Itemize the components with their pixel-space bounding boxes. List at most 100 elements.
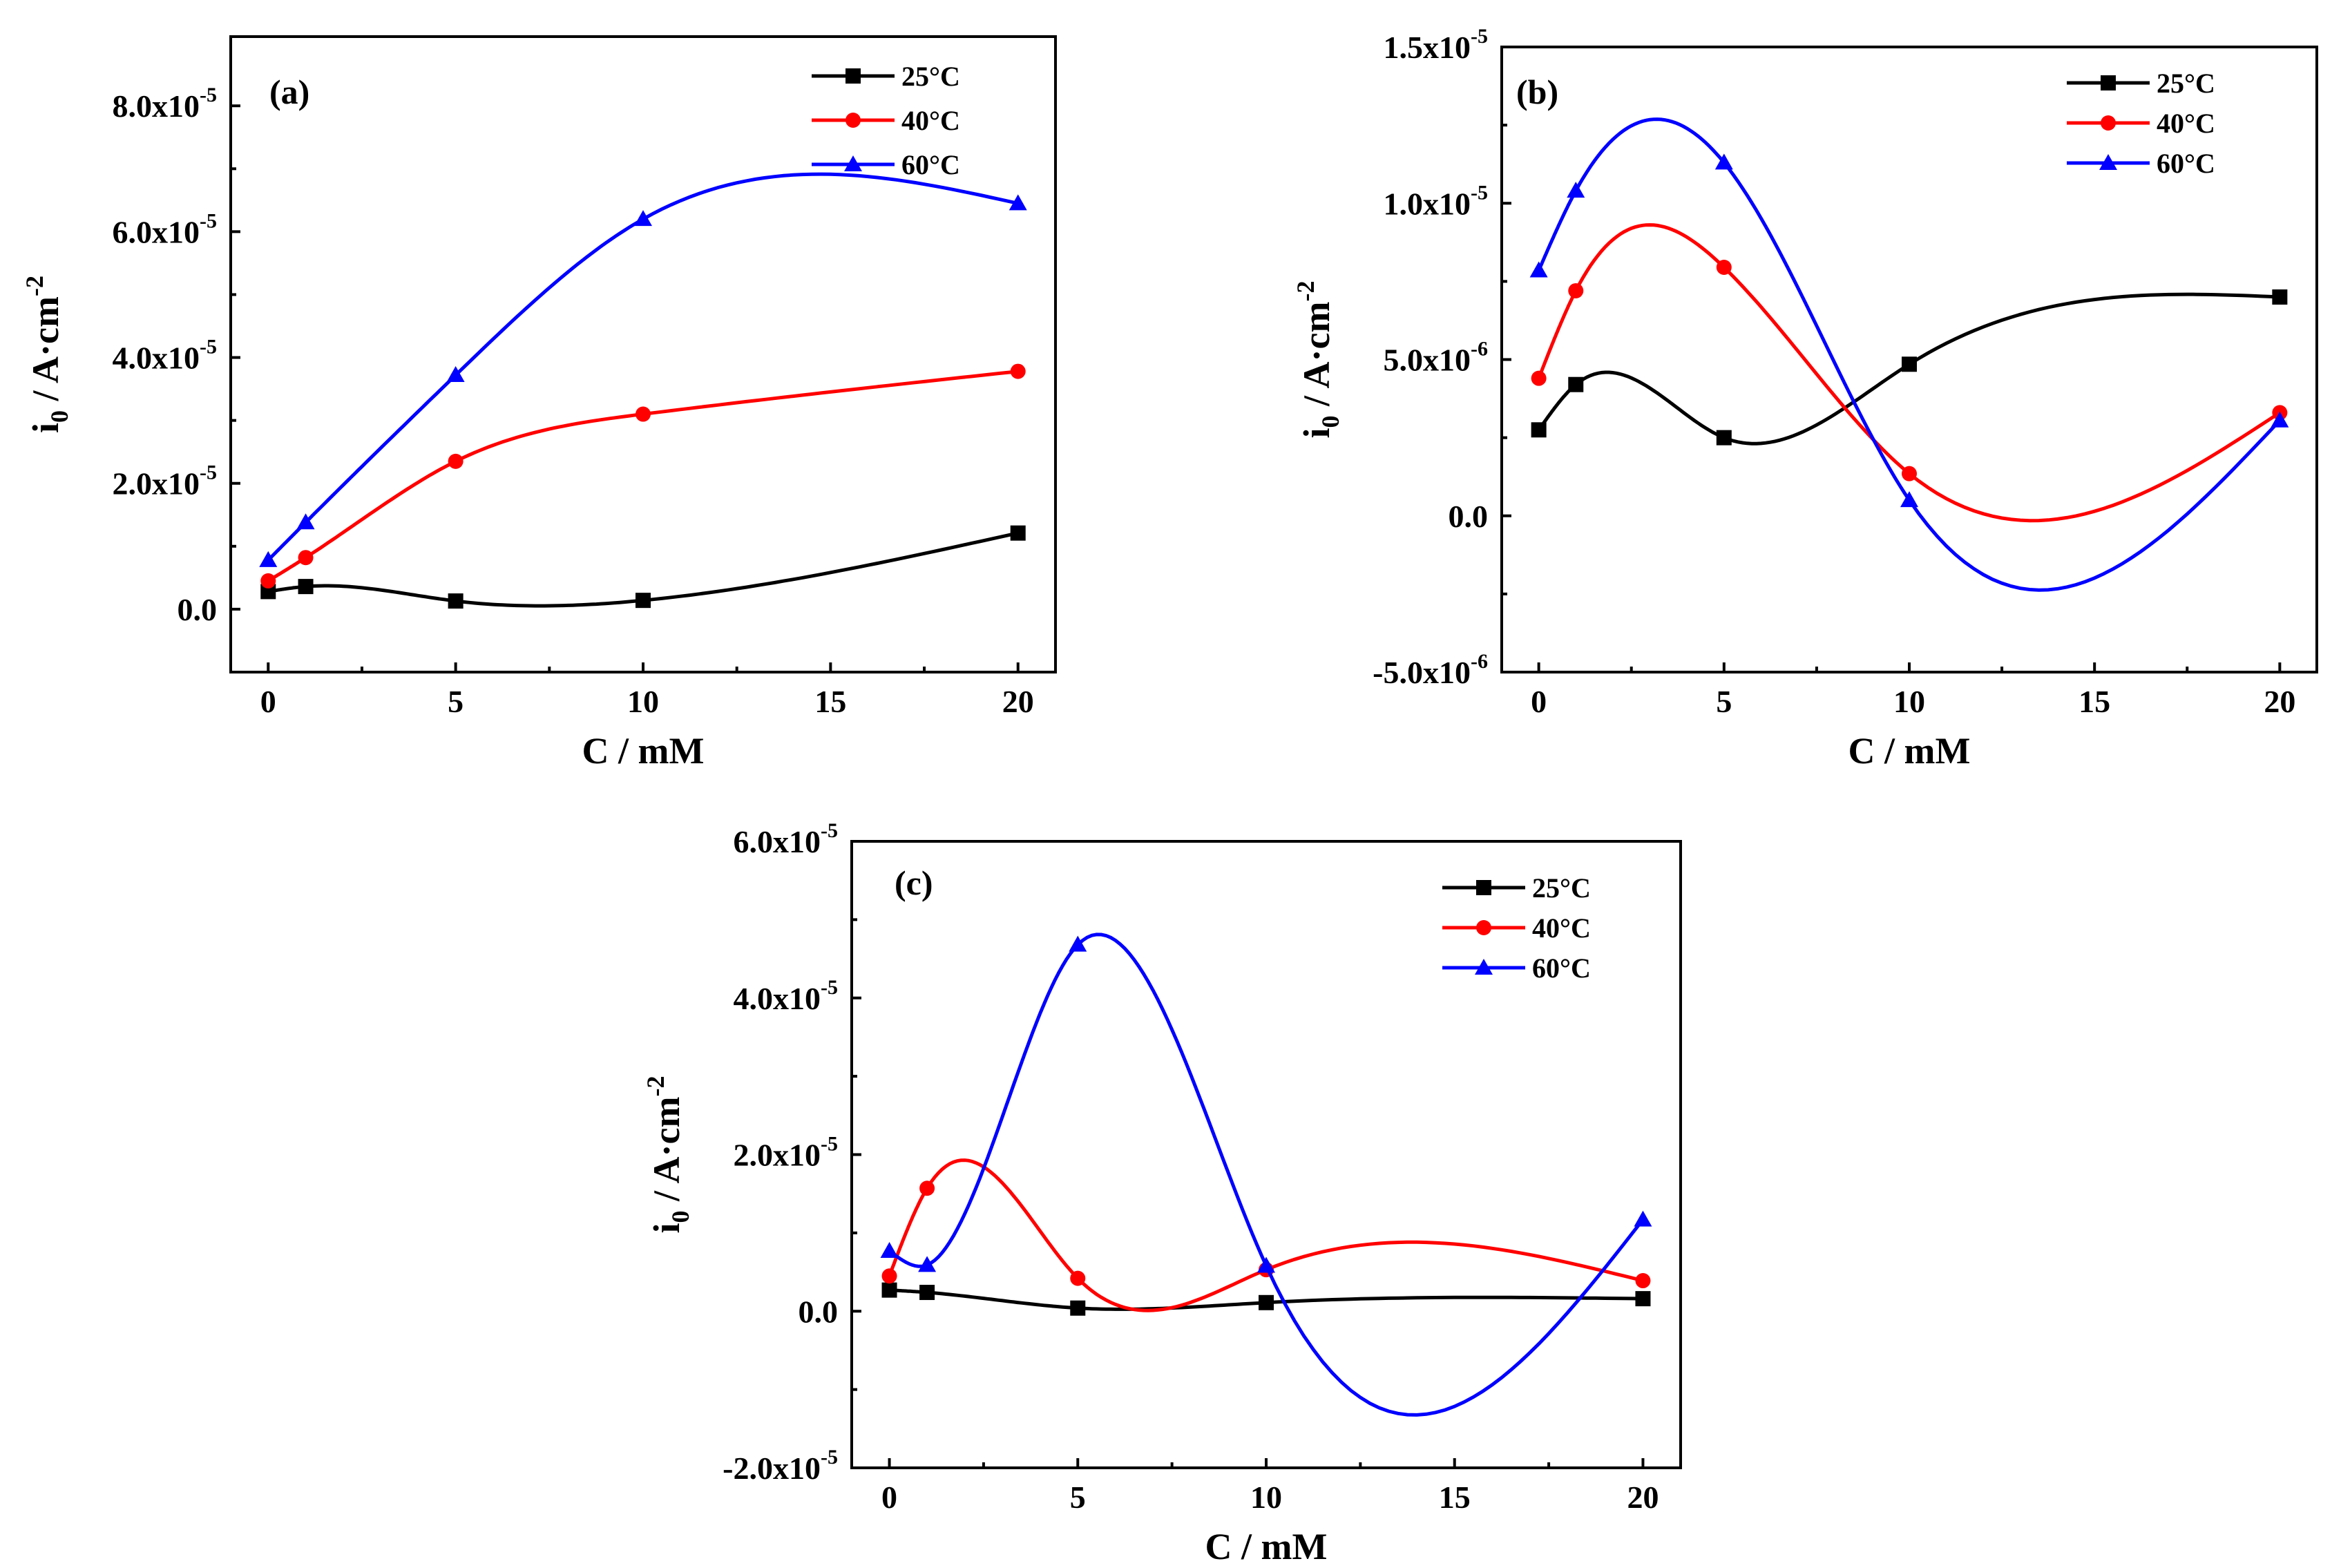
data-point [1567, 182, 1585, 198]
data-point [1531, 422, 1547, 438]
y-tick-label: -2.0x10-5 [723, 1446, 838, 1486]
legend-label: 40°C [901, 105, 960, 136]
x-tick-label: 20 [2264, 684, 2295, 719]
y-tick-label: 2.0x10-5 [113, 461, 218, 501]
legend-label: 60°C [2157, 148, 2215, 179]
data-point [446, 366, 465, 383]
series-60C [1529, 117, 2289, 592]
legend-marker [2099, 154, 2117, 170]
series-25C [881, 1282, 1651, 1316]
data-point [298, 550, 314, 566]
data-point [1716, 260, 1732, 276]
series-line [888, 1158, 1644, 1312]
legend-label: 40°C [2157, 108, 2215, 139]
data-point [448, 593, 464, 609]
data-point [1259, 1294, 1274, 1310]
x-tick-label: 5 [448, 684, 464, 719]
y-tick-label: 8.0x10-5 [113, 84, 218, 124]
y-tick-label: 0.0 [178, 592, 218, 627]
y-tick-label: 6.0x10-5 [113, 209, 218, 249]
panel-label: (c) [895, 863, 933, 902]
x-axis-title: C / mM [1205, 1526, 1328, 1567]
data-point [1900, 491, 1918, 508]
data-point [2271, 411, 2289, 428]
y-tick-label: 6.0x10-5 [734, 819, 839, 859]
data-point [636, 406, 651, 422]
data-point [1257, 1256, 1275, 1273]
data-point [1069, 935, 1087, 952]
x-tick-label: 20 [1627, 1480, 1659, 1515]
series-40C [881, 1158, 1651, 1312]
y-axis-title: i0 / A·cm-2 [642, 1076, 694, 1234]
data-point [260, 584, 276, 600]
legend-marker [845, 113, 861, 128]
chart-panel-c: 0 5 10 15 20 -2.0x10-5 0.0 2.0x10-5 4.0x10-5 6.0x… [642, 819, 1682, 1567]
series-25C [260, 525, 1026, 609]
data-point [1635, 1291, 1651, 1307]
y-tick-label: 0.0 [799, 1294, 839, 1329]
x-axis-title: C / mM [1848, 730, 1971, 772]
x-tick-label: 5 [1070, 1480, 1086, 1515]
data-point [448, 453, 464, 469]
legend-label: 60°C [901, 149, 960, 180]
legend-label: 25°C [1532, 872, 1591, 903]
legend-label: 60°C [1532, 953, 1591, 984]
legend-marker [844, 155, 862, 171]
y-tick-label: 1.0x10-5 [1384, 181, 1489, 221]
data-point [1009, 194, 1027, 211]
data-point [918, 1256, 937, 1272]
data-point [260, 573, 276, 589]
data-point [881, 1282, 897, 1298]
legend-label: 40°C [1532, 912, 1591, 944]
x-tick-label: 20 [1002, 684, 1034, 719]
x-tick-label: 0 [881, 1480, 897, 1515]
legend-marker [1476, 880, 1491, 895]
data-point [880, 1241, 899, 1258]
data-point [259, 551, 278, 567]
data-point [1634, 1210, 1652, 1227]
y-tick-label: 4.0x10-5 [734, 976, 839, 1016]
data-point [1714, 153, 1733, 170]
legend-marker [2101, 115, 2116, 131]
data-point [1529, 261, 1548, 278]
legend-label: 25°C [901, 61, 960, 92]
x-tick-label: 15 [814, 684, 846, 719]
data-point [636, 593, 651, 609]
series-line [267, 370, 1018, 583]
x-axis-title: C / mM [582, 730, 705, 772]
x-tick-label: 15 [1439, 1480, 1471, 1515]
y-tick-label: 0.0 [1449, 499, 1489, 534]
data-point [296, 513, 315, 530]
data-point [1716, 430, 1732, 446]
chart-panel-b: 0 5 10 15 20 -5.0x10-6 0.0 5.0x10-6 1.0x10-5 1.5x… [1292, 25, 2318, 772]
legend-marker [1475, 959, 1493, 975]
data-point [1902, 356, 1917, 372]
y-axis-title: i0 / A·cm-2 [21, 276, 73, 433]
y-tick-label: 5.0x10-6 [1384, 338, 1489, 378]
data-point [1635, 1273, 1651, 1289]
series-60C [259, 172, 1027, 567]
panel-label: (a) [269, 73, 309, 111]
data-point [919, 1180, 935, 1196]
y-tick-label: 4.0x10-5 [113, 336, 218, 376]
data-point [1010, 525, 1026, 541]
x-tick-label: 5 [1716, 684, 1732, 719]
series-60C [880, 933, 1652, 1417]
data-point [1070, 1300, 1086, 1316]
legend-marker [1476, 920, 1491, 935]
legend-label: 25°C [2157, 68, 2215, 99]
data-point [298, 579, 314, 595]
series-line [267, 172, 1019, 562]
y-axis-title: i0 / A·cm-2 [1292, 281, 1344, 439]
data-point [1568, 283, 1584, 298]
series-line [1537, 117, 2282, 592]
x-tick-label: 0 [260, 684, 276, 719]
data-point [1531, 370, 1547, 386]
series-40C [260, 363, 1026, 589]
series-40C [1531, 223, 2288, 523]
y-tick-label: -5.0x10-6 [1373, 650, 1488, 690]
chart-panel-a: 0 5 10 15 20 0.0 2.0x10-5 4.0x10-5 6.0x10-5 8.0x1… [21, 35, 1057, 772]
data-point [2272, 289, 2288, 305]
x-tick-label: 15 [2079, 684, 2110, 719]
